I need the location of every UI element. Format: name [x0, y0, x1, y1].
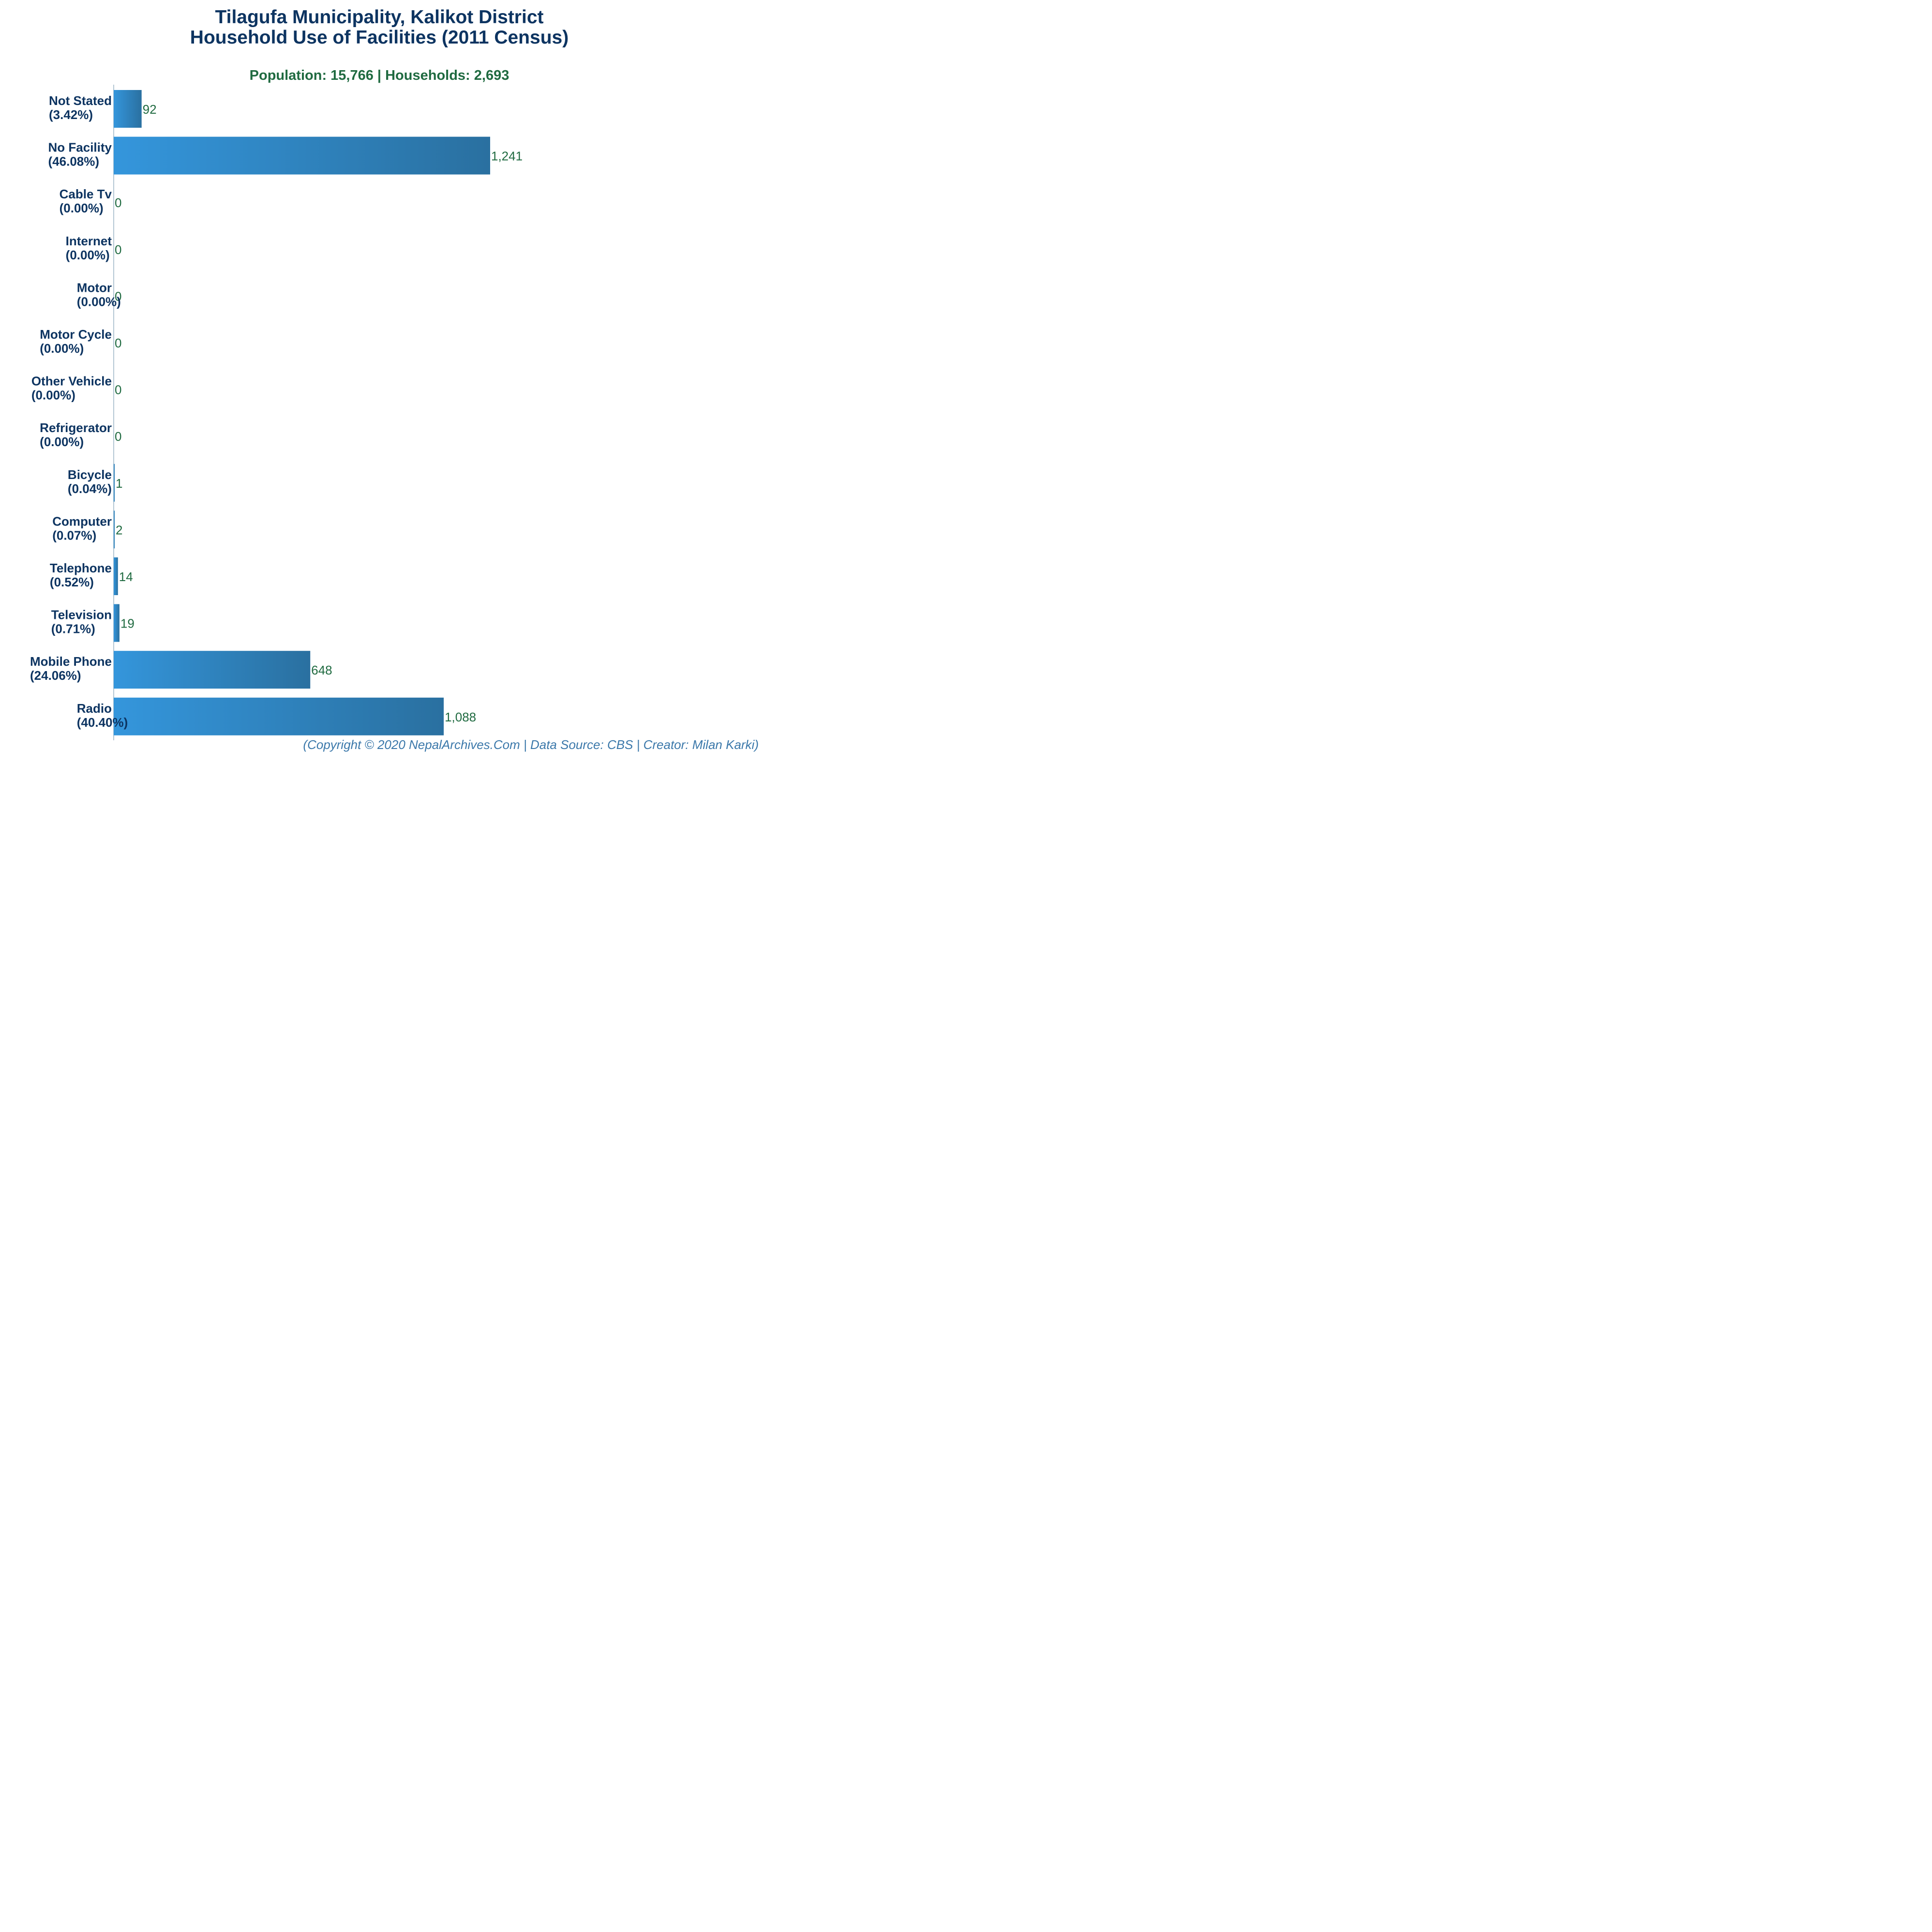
value-label: 92 — [143, 102, 157, 117]
bar-radio — [114, 697, 444, 735]
percent-label: (0.00%) — [40, 341, 84, 356]
percent-label: (3.42%) — [49, 107, 93, 122]
value-label: 1,088 — [445, 710, 476, 724]
value-label: 0 — [115, 195, 121, 210]
category-label: Mobile Phone — [30, 654, 112, 669]
category-label: Refrigerator — [40, 420, 112, 435]
value-label: 14 — [119, 569, 133, 584]
category-label: Not Stated — [49, 93, 112, 108]
value-label: 0 — [115, 336, 121, 350]
chart-title-line1: Tilagufa Municipality, Kalikot District — [215, 7, 544, 28]
bar-chart: 92 Not Stated(3.42%) 1,241 No Facility(46.0… — [30, 85, 523, 740]
category-label: Internet — [66, 234, 112, 248]
value-label: 19 — [120, 616, 135, 631]
value-label: 0 — [115, 242, 121, 257]
percent-label: (0.00%) — [66, 248, 110, 262]
value-label: 0 — [115, 429, 121, 444]
bar-bicycle — [114, 464, 115, 502]
value-label: 0 — [115, 289, 121, 303]
bar-computer — [114, 510, 115, 549]
percent-label: (0.07%) — [52, 528, 96, 542]
category-label: Bicycle — [68, 467, 112, 482]
chart-title-line2: Household Use of Facilities (2011 Census… — [190, 27, 569, 48]
category-label: Motor Cycle — [40, 327, 112, 342]
footer-credit: (Copyright © 2020 NepalArchives.Com | Da… — [303, 737, 759, 752]
percent-label: (46.08%) — [48, 154, 100, 169]
percent-label: (40.40%) — [77, 715, 128, 730]
percent-label: (0.52%) — [50, 575, 94, 589]
chart-subtitle: Population: 15,766 | Households: 2,693 — [249, 68, 509, 83]
percent-label: (0.00%) — [77, 294, 121, 309]
category-label: No Facility — [48, 140, 112, 155]
category-label: Television — [51, 608, 112, 622]
bar-not-stated — [114, 90, 142, 128]
bar-telephone — [114, 557, 118, 595]
percent-label: (0.04%) — [68, 481, 112, 496]
category-label: Motor — [77, 280, 112, 295]
category-label: Telephone — [50, 561, 112, 575]
percent-label: (0.71%) — [51, 622, 95, 636]
category-label: Cable Tv — [60, 187, 112, 201]
value-label: 2 — [116, 523, 122, 537]
value-label: 1 — [116, 476, 122, 491]
percent-label: (0.00%) — [31, 388, 75, 403]
value-label: 1,241 — [491, 149, 523, 164]
bar-television — [114, 604, 120, 642]
percent-label: (0.00%) — [60, 201, 104, 215]
bar-no-facility — [114, 136, 490, 175]
bar-mobile-phone — [114, 651, 311, 689]
category-label: Other Vehicle — [31, 374, 112, 389]
percent-label: (24.06%) — [30, 668, 81, 683]
category-label: Computer — [52, 514, 112, 528]
value-label: 648 — [311, 663, 332, 677]
category-label: Radio — [77, 701, 112, 716]
percent-label: (0.00%) — [40, 434, 84, 449]
value-label: 0 — [115, 383, 121, 397]
